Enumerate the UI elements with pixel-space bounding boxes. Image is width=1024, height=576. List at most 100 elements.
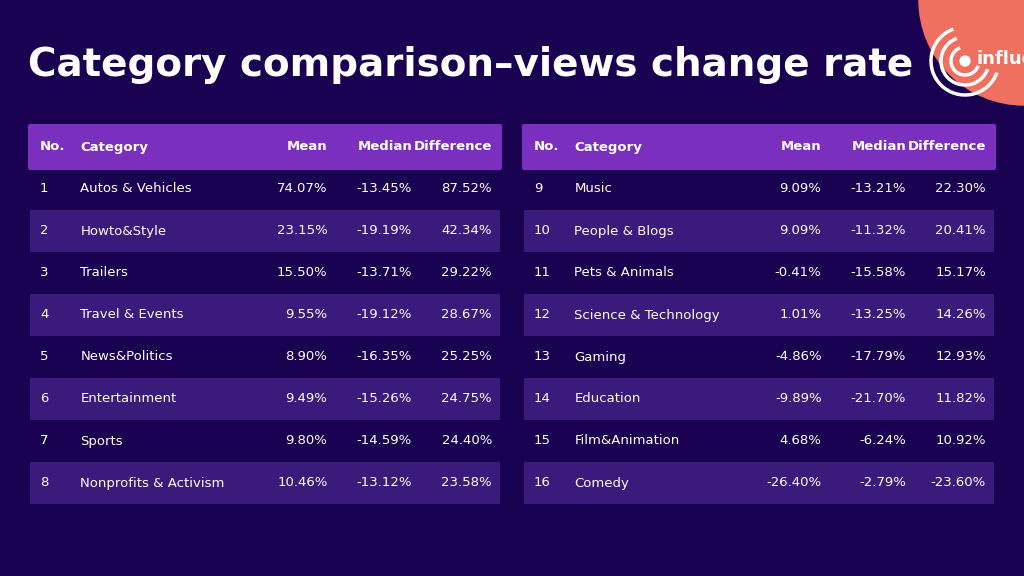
Text: Comedy: Comedy (574, 476, 629, 490)
Text: -4.86%: -4.86% (775, 351, 821, 363)
Text: 87.52%: 87.52% (441, 183, 492, 195)
Text: 15.50%: 15.50% (276, 267, 328, 279)
Text: 14: 14 (534, 392, 551, 406)
Text: Mean: Mean (287, 141, 328, 153)
Text: -19.12%: -19.12% (356, 309, 412, 321)
Text: -23.60%: -23.60% (931, 476, 986, 490)
Text: 11: 11 (534, 267, 551, 279)
Bar (524, 420, 994, 462)
Bar (30, 294, 500, 336)
Text: Sports: Sports (80, 434, 123, 448)
Text: Howto&Style: Howto&Style (80, 225, 167, 237)
Text: 23.15%: 23.15% (276, 225, 328, 237)
Text: 5: 5 (40, 351, 48, 363)
Text: influencer: influencer (977, 50, 1024, 68)
Text: Category: Category (80, 141, 148, 153)
Text: 10.92%: 10.92% (936, 434, 986, 448)
Text: No.: No. (534, 141, 559, 153)
Text: -21.70%: -21.70% (851, 392, 906, 406)
Text: 2: 2 (40, 225, 48, 237)
Text: Education: Education (574, 392, 641, 406)
Text: -13.25%: -13.25% (851, 309, 906, 321)
Text: 9.09%: 9.09% (779, 183, 821, 195)
Text: 24.40%: 24.40% (441, 434, 492, 448)
Text: -6.24%: -6.24% (859, 434, 906, 448)
Text: Travel & Events: Travel & Events (80, 309, 183, 321)
Text: -15.58%: -15.58% (851, 267, 906, 279)
Text: 23.58%: 23.58% (441, 476, 492, 490)
Text: -13.12%: -13.12% (356, 476, 412, 490)
Text: -26.40%: -26.40% (766, 476, 821, 490)
Bar (524, 252, 994, 294)
Text: Difference: Difference (414, 141, 492, 153)
Circle shape (961, 56, 970, 66)
Text: 29.22%: 29.22% (441, 267, 492, 279)
FancyBboxPatch shape (28, 124, 502, 170)
Bar (30, 420, 500, 462)
Text: Entertainment: Entertainment (80, 392, 176, 406)
Text: 4: 4 (40, 309, 48, 321)
Text: Gaming: Gaming (574, 351, 627, 363)
Text: Median: Median (851, 141, 906, 153)
Text: Median: Median (357, 141, 412, 153)
Text: -19.19%: -19.19% (356, 225, 412, 237)
Bar (30, 462, 500, 504)
Text: 10: 10 (534, 225, 551, 237)
Text: -14.59%: -14.59% (356, 434, 412, 448)
Bar (524, 210, 994, 252)
Text: 1: 1 (40, 183, 48, 195)
Text: -17.79%: -17.79% (851, 351, 906, 363)
Text: -13.21%: -13.21% (851, 183, 906, 195)
Text: 4.68%: 4.68% (779, 434, 821, 448)
Bar (524, 336, 994, 378)
Text: 1.01%: 1.01% (779, 309, 821, 321)
Bar (30, 378, 500, 420)
Bar (30, 168, 500, 210)
Bar (30, 336, 500, 378)
Bar (30, 210, 500, 252)
Text: -2.79%: -2.79% (859, 476, 906, 490)
Text: 13: 13 (534, 351, 551, 363)
Text: Difference: Difference (907, 141, 986, 153)
Text: Film&Animation: Film&Animation (574, 434, 680, 448)
Text: 8: 8 (40, 476, 48, 490)
Text: 9.49%: 9.49% (286, 392, 328, 406)
Text: 16: 16 (534, 476, 551, 490)
Text: Pets & Animals: Pets & Animals (574, 267, 674, 279)
Text: Trailers: Trailers (80, 267, 128, 279)
Text: 22.30%: 22.30% (935, 183, 986, 195)
Text: -13.71%: -13.71% (356, 267, 412, 279)
Bar (524, 168, 994, 210)
Circle shape (919, 0, 1024, 105)
Text: 28.67%: 28.67% (441, 309, 492, 321)
Text: 25.25%: 25.25% (441, 351, 492, 363)
Text: Science & Technology: Science & Technology (574, 309, 720, 321)
Text: News&Politics: News&Politics (80, 351, 173, 363)
Text: Music: Music (574, 183, 612, 195)
Text: 10.46%: 10.46% (278, 476, 328, 490)
Text: 8.90%: 8.90% (286, 351, 328, 363)
Text: 14.26%: 14.26% (936, 309, 986, 321)
Text: 11.82%: 11.82% (935, 392, 986, 406)
Bar (524, 294, 994, 336)
Text: 74.07%: 74.07% (278, 183, 328, 195)
Text: No.: No. (40, 141, 66, 153)
Text: -16.35%: -16.35% (356, 351, 412, 363)
Text: People & Blogs: People & Blogs (574, 225, 674, 237)
Text: -15.26%: -15.26% (356, 392, 412, 406)
Text: 6: 6 (40, 392, 48, 406)
Bar (524, 378, 994, 420)
Text: 3: 3 (40, 267, 48, 279)
Text: 15.17%: 15.17% (935, 267, 986, 279)
Text: Category comparison–views change rate: Category comparison–views change rate (28, 46, 913, 84)
Text: 12.93%: 12.93% (935, 351, 986, 363)
Text: 15: 15 (534, 434, 551, 448)
Text: 20.41%: 20.41% (936, 225, 986, 237)
Text: Category: Category (574, 141, 642, 153)
Text: 12: 12 (534, 309, 551, 321)
Text: -13.45%: -13.45% (356, 183, 412, 195)
Text: 9.09%: 9.09% (779, 225, 821, 237)
Text: 9.80%: 9.80% (286, 434, 328, 448)
Text: 9.55%: 9.55% (286, 309, 328, 321)
Bar (524, 462, 994, 504)
